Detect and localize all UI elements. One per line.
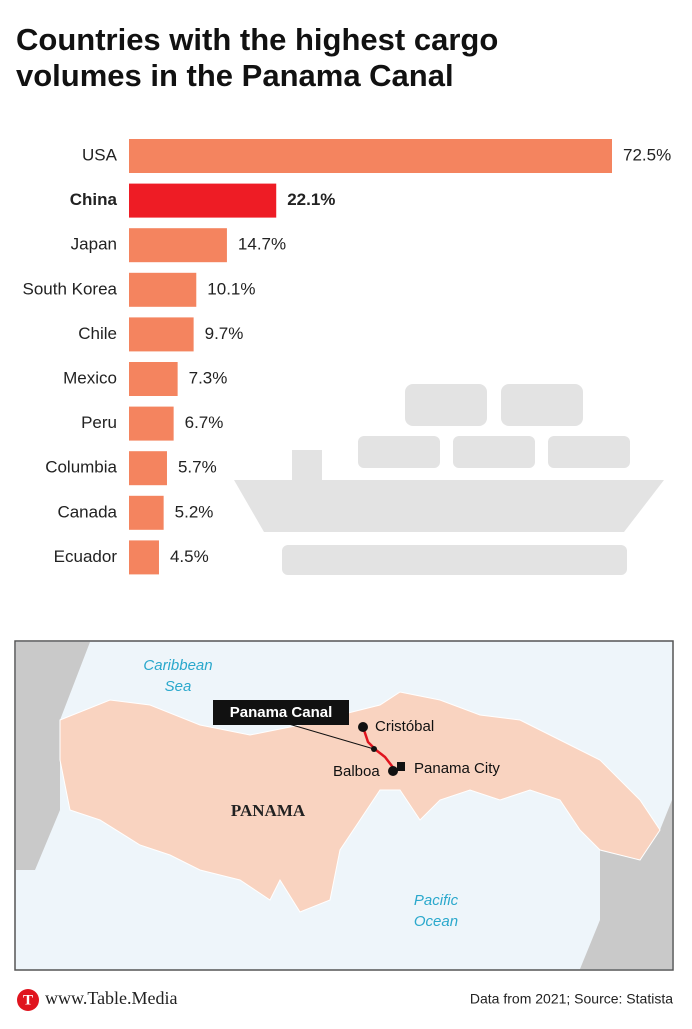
- brand-logo-letter: T: [23, 992, 33, 1008]
- sea-label: Sea: [165, 678, 192, 695]
- bar: [129, 317, 194, 352]
- bar: [129, 183, 277, 218]
- category-label: Peru: [81, 413, 117, 432]
- category-label: Canada: [57, 502, 117, 521]
- bar: [129, 228, 227, 263]
- place-label: Balboa: [333, 763, 380, 780]
- value-label: 10.1%: [207, 279, 255, 298]
- bar: [129, 139, 612, 173]
- place-label: Panama City: [414, 760, 500, 777]
- chart-title: Countries with the highest cargo: [16, 22, 498, 57]
- panama-land: [59, 691, 661, 913]
- value-label: 6.7%: [185, 413, 224, 432]
- category-label: Chile: [78, 324, 117, 343]
- map: Panama Canal Cristóbal Balboa Panama Cit…: [14, 640, 674, 971]
- bar-chart: USA 72.5% China 22.1% Japan 14.7% South Korea 1…: [22, 139, 671, 575]
- brand: www.Table.Media: [45, 988, 178, 1008]
- category-label: USA: [82, 145, 118, 164]
- bar: [129, 451, 167, 486]
- chart-title: volumes in the Panama Canal: [16, 58, 454, 93]
- value-label: 4.5%: [170, 547, 209, 566]
- port-dot: [388, 766, 398, 776]
- value-label: 7.3%: [189, 368, 228, 387]
- category-label: Columbia: [45, 458, 117, 477]
- source: Data from 2021; Source: Statista: [470, 991, 673, 1007]
- place-label: Cristóbal: [375, 718, 434, 735]
- category-label: China: [70, 190, 118, 209]
- bar: [129, 540, 159, 575]
- sea-label: Ocean: [414, 913, 458, 930]
- bar: [129, 272, 197, 307]
- canal-label: Panama Canal: [230, 704, 333, 721]
- leader-line: [281, 721, 375, 750]
- value-label: 22.1%: [287, 190, 335, 209]
- canal-dot: [371, 746, 377, 752]
- bar: [129, 495, 164, 530]
- category-label: South Korea: [22, 279, 117, 298]
- sea-label: Pacific: [414, 892, 459, 909]
- brand-logo: [17, 989, 39, 1011]
- value-label: 14.7%: [238, 235, 286, 254]
- value-label: 5.7%: [178, 458, 217, 477]
- value-label: 72.5%: [623, 145, 671, 164]
- costa-rica: [16, 642, 90, 870]
- sea-label: Caribbean: [143, 657, 212, 674]
- ship-icon: [234, 384, 664, 575]
- capital-marker: [397, 762, 405, 771]
- bar: [129, 406, 174, 441]
- category-label: Mexico: [63, 368, 117, 387]
- country-label: PANAMA: [231, 801, 306, 820]
- category-label: Ecuador: [54, 547, 118, 566]
- colombia: [580, 800, 672, 969]
- label-box: [213, 700, 349, 725]
- port-dot: [358, 722, 368, 732]
- value-label: 5.2%: [175, 502, 214, 521]
- value-label: 9.7%: [205, 324, 244, 343]
- bar: [129, 362, 178, 396]
- category-label: Japan: [71, 235, 117, 254]
